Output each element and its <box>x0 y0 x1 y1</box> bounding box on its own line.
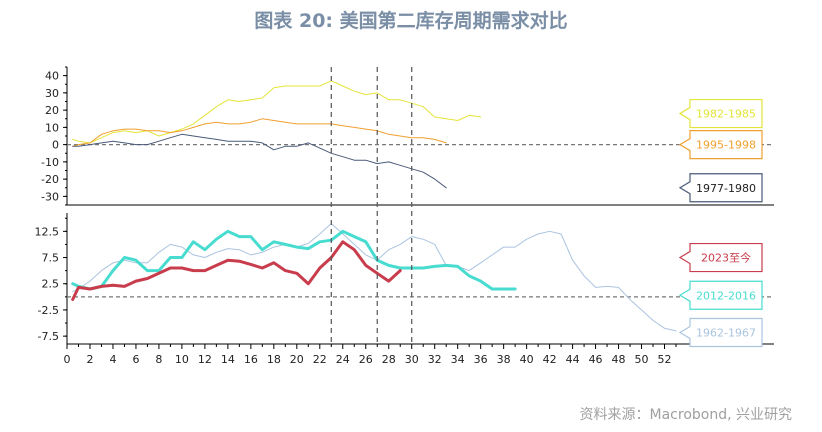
x-tick-label: 42 <box>543 353 557 366</box>
series-callout-box <box>678 98 763 129</box>
x-tick-label: 22 <box>313 353 327 366</box>
vertical-reference-lines <box>330 67 413 344</box>
series-callout-label: 2023至今 <box>701 251 751 265</box>
series-line-1962-1967 <box>72 223 677 332</box>
x-tick-label: 8 <box>155 353 162 366</box>
x-tick-label: 10 <box>175 353 189 366</box>
y-tick-label: 20 <box>45 104 59 117</box>
series-line-2023至今 <box>71 240 402 301</box>
chart-title: 图表 20: 美国第二库存周期需求对比 <box>254 10 568 32</box>
y-tick-label: -20 <box>41 173 59 186</box>
x-tick-label: 0 <box>64 353 71 366</box>
x-tick-label: 38 <box>497 353 511 366</box>
series-callout-box <box>678 173 763 203</box>
y-tick-label: 12.5 <box>35 225 60 238</box>
series-callout-label: 1982-1985 <box>696 108 756 121</box>
x-tick-label: 30 <box>405 353 419 366</box>
x-tick-label: 12 <box>198 353 212 366</box>
x-tick-label: 14 <box>221 353 235 366</box>
series-line-1982-1985 <box>72 80 482 144</box>
series-labels: 1982-1985 1995-1998 1977-1980 2023至今 2012-20… <box>678 98 763 348</box>
x-tick-label: 46 <box>589 353 603 366</box>
y-tick-label: 30 <box>45 87 59 100</box>
y-tick-label: 40 <box>45 70 59 83</box>
x-tick-label: 16 <box>244 353 258 366</box>
series-callout-label: 1995-1998 <box>696 139 756 152</box>
top-panel: 40 30 20 10 0 -10 -20 -30 <box>41 66 774 206</box>
series-line-2012-2016 <box>71 229 517 291</box>
x-tick-label: 20 <box>290 353 304 366</box>
x-tick-label: 48 <box>612 353 626 366</box>
x-tick-label: 26 <box>359 353 373 366</box>
x-tick-label: 6 <box>132 353 139 366</box>
source-note: 资料来源：Macrobond, 兴业研究 <box>579 407 792 423</box>
bottom-panel: 12.57.52.5-2.5-7.50 2 4 6 8 10 12 14 16 18 20 22 24 2… <box>35 213 774 366</box>
y-tick-label: 0 <box>52 139 59 152</box>
series-callout-label: 1962-1967 <box>696 326 756 339</box>
series-callout-label: 2012-2016 <box>696 289 756 302</box>
y-tick-label: -2.5 <box>38 304 59 317</box>
x-tick-label: 40 <box>520 353 534 366</box>
x-tick-label: 34 <box>451 353 465 366</box>
x-tick-label: 24 <box>336 353 350 366</box>
x-tick-label: 28 <box>382 353 396 366</box>
y-tick-label: -10 <box>41 156 59 169</box>
x-tick-label: 32 <box>428 353 442 366</box>
series-callout-label: 1977-1980 <box>696 182 756 195</box>
x-tick-label: 36 <box>474 353 488 366</box>
series-callout-box <box>678 317 763 348</box>
x-tick-label: 44 <box>566 353 580 366</box>
y-tick-label: 2.5 <box>42 278 60 291</box>
series-line-1977-1980 <box>72 133 447 189</box>
y-tick-label: 10 <box>45 121 59 134</box>
series-line-1995-1998 <box>72 118 447 147</box>
series-callout-box <box>678 130 763 160</box>
x-tick-label: 52 <box>658 353 672 366</box>
series-callout-box <box>678 280 763 310</box>
y-tick-label: 7.5 <box>42 252 60 265</box>
x-tick-label: 18 <box>267 353 281 366</box>
x-tick-label: 4 <box>109 353 116 366</box>
x-tick-label: 2 <box>86 353 93 366</box>
y-tick-label: -7.5 <box>38 330 59 343</box>
series-callout-box <box>678 242 763 273</box>
x-tick-label: 50 <box>635 353 649 366</box>
y-tick-label: -30 <box>41 190 59 203</box>
